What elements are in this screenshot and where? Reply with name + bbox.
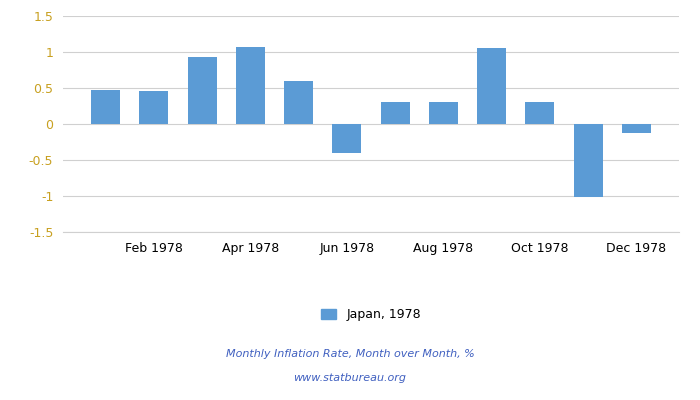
- Bar: [284, 81, 313, 124]
- Bar: [236, 47, 265, 124]
- Text: Monthly Inflation Rate, Month over Month, %: Monthly Inflation Rate, Month over Month…: [225, 349, 475, 359]
- Bar: [188, 57, 216, 124]
- Bar: [574, 124, 603, 198]
- Bar: [477, 48, 506, 124]
- Bar: [381, 102, 409, 124]
- Bar: [622, 124, 651, 133]
- Bar: [526, 102, 554, 124]
- Bar: [429, 102, 458, 124]
- Text: www.statbureau.org: www.statbureau.org: [293, 373, 407, 383]
- Bar: [139, 91, 168, 124]
- Bar: [91, 90, 120, 124]
- Legend: Japan, 1978: Japan, 1978: [316, 303, 426, 326]
- Bar: [332, 124, 361, 153]
